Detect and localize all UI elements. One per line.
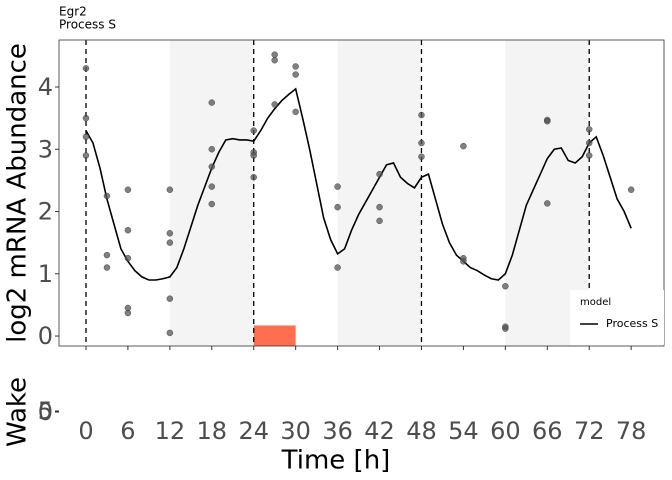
data-point — [166, 329, 174, 337]
data-point — [292, 63, 299, 70]
data-point — [124, 255, 132, 262]
data-point — [271, 101, 278, 108]
x-tick-label: 54 — [448, 417, 479, 445]
data-point — [292, 108, 299, 116]
x-tick-label: 60 — [490, 417, 521, 445]
data-point — [250, 127, 257, 134]
data-point — [82, 133, 90, 141]
x-tick-label: 66 — [532, 417, 563, 445]
data-point — [103, 251, 111, 259]
legend-box — [570, 290, 664, 345]
data-point — [103, 192, 111, 200]
x-tick-label: 78 — [616, 417, 647, 445]
x-tick-label: 0 — [78, 417, 93, 445]
data-point — [460, 142, 467, 150]
data-point — [586, 126, 593, 133]
data-point — [166, 186, 174, 193]
chart-title: Egr2 — [59, 5, 87, 19]
data-point — [460, 258, 467, 265]
wake-axis-title: Wake — [3, 377, 33, 447]
data-point — [586, 139, 593, 147]
data-point — [82, 65, 90, 72]
data-point — [208, 146, 215, 153]
data-point — [208, 163, 215, 170]
data-point — [502, 325, 509, 332]
data-point — [208, 200, 215, 208]
data-point — [208, 99, 215, 106]
data-point — [271, 51, 278, 58]
y-tick-label: 3 — [38, 135, 53, 163]
data-point — [544, 200, 551, 207]
data-point — [124, 309, 132, 317]
data-point — [250, 174, 257, 181]
data-point — [376, 217, 383, 225]
data-point — [334, 203, 341, 211]
x-tick-label: 36 — [322, 417, 353, 445]
x-tick-label: 48 — [406, 417, 437, 445]
data-point — [502, 283, 509, 290]
x-tick-label: 12 — [155, 417, 186, 445]
data-point — [82, 152, 90, 159]
data-point — [376, 170, 383, 178]
data-point — [250, 152, 257, 159]
legend-label: Process S — [606, 317, 658, 330]
data-point — [418, 153, 425, 160]
wake-tick-label: 5 — [38, 397, 53, 425]
y-tick-label: 0 — [38, 322, 53, 350]
data-point — [208, 183, 215, 190]
data-point — [271, 57, 278, 64]
y-tick-label: 1 — [38, 260, 53, 288]
x-tick-label: 24 — [238, 417, 269, 445]
x-tick-label: 18 — [197, 417, 228, 445]
data-point — [586, 152, 593, 159]
data-point — [376, 203, 383, 211]
data-point — [124, 226, 132, 234]
data-point — [166, 239, 174, 246]
legend-title: model — [580, 297, 611, 308]
data-point — [418, 139, 425, 147]
data-point — [82, 114, 90, 122]
data-point — [292, 71, 299, 78]
data-point — [166, 295, 174, 302]
x-tick-label: 30 — [280, 417, 311, 445]
y-axis-title: log2 mRNA Abundance — [3, 43, 33, 343]
data-point — [103, 264, 111, 271]
data-point — [124, 186, 132, 193]
x-tick-label: 72 — [574, 417, 605, 445]
chart-subtitle: Process S — [59, 18, 116, 32]
y-tick-label: 4 — [38, 73, 53, 101]
data-point — [544, 118, 551, 125]
highlight-bar — [253, 325, 296, 346]
series-line — [85, 87, 632, 281]
shaded-band — [169, 40, 254, 346]
x-tick-label: 42 — [364, 417, 395, 445]
data-point — [334, 183, 341, 190]
data-point — [166, 230, 174, 237]
shaded-band — [337, 40, 422, 346]
data-point — [627, 186, 635, 193]
data-point — [418, 111, 425, 119]
y-tick-label: 2 — [38, 198, 53, 226]
data-point — [334, 264, 341, 271]
x-tick-label: 6 — [120, 417, 135, 445]
panel-border — [58, 39, 665, 347]
x-axis-title: Time [h] — [281, 446, 391, 476]
wake-tick-label: 0 — [38, 398, 53, 426]
